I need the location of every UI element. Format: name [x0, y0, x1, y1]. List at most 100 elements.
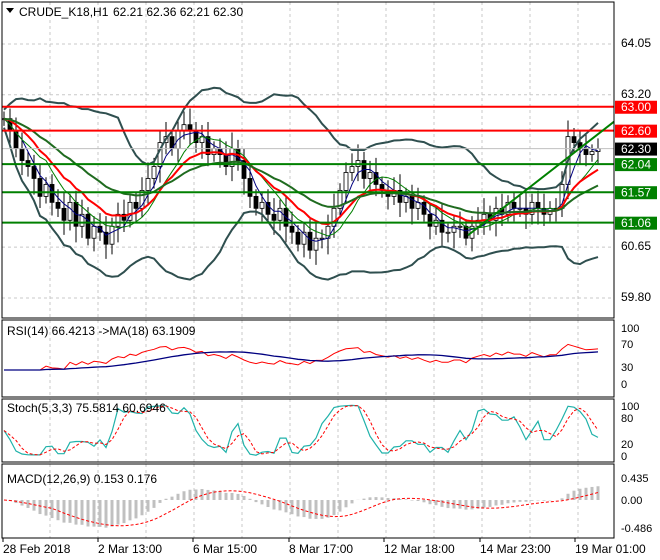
candle-body	[535, 201, 541, 209]
candle-body	[397, 190, 403, 203]
time-label: 19 Mar 01:00	[575, 542, 646, 556]
panel-frame	[1, 463, 615, 539]
price-tick: 59.80	[621, 290, 651, 304]
rsi-panel[interactable]	[4, 343, 599, 371]
candle-body	[259, 201, 265, 209]
dropdown-triangle-icon[interactable]	[6, 8, 14, 13]
candle-body	[589, 151, 595, 155]
indicator-tick: 30	[621, 362, 633, 374]
candle-body	[121, 213, 127, 221]
candle-body	[289, 225, 295, 233]
stochastic-panel[interactable]	[3, 404, 599, 456]
candle-body	[277, 207, 283, 221]
candle-body	[151, 166, 157, 179]
price-tag-text: 62.04	[621, 158, 651, 172]
bollinger-upper	[3, 86, 599, 191]
candle-body	[79, 213, 85, 227]
candle-body	[67, 201, 73, 221]
price-tick: 60.65	[621, 239, 651, 253]
candle-body	[97, 225, 103, 233]
candle-body	[463, 225, 469, 239]
ohlc-values: 62.21 62.36 62.21 62.30	[113, 5, 243, 19]
candle-body	[343, 172, 349, 191]
rsi-ma-line	[4, 351, 599, 371]
ma-red	[3, 117, 599, 226]
ma-fast	[3, 118, 599, 242]
stoch-title: Stoch(5,3,3) 75.5814 60.6946	[7, 401, 166, 415]
panel-frames	[1, 1, 615, 539]
indicator-tick: 70	[621, 339, 633, 351]
indicator-tick: -0.486	[621, 523, 652, 535]
candle-body	[313, 237, 319, 251]
indicator-tick: 100	[621, 401, 639, 413]
candle-body	[367, 172, 373, 179]
candle-body	[427, 213, 433, 227]
candle-body	[241, 160, 247, 179]
price-tag-text: 61.57	[621, 186, 651, 200]
candle-body	[145, 178, 151, 191]
candle-body	[271, 213, 277, 221]
ma-slow	[3, 117, 599, 215]
macd-title: MACD(12,26,9) 0.153 0.176	[7, 472, 157, 486]
header: CRUDE_K18,H1 62.21 62.36 62.21 62.30	[6, 5, 243, 19]
candle-body	[91, 225, 97, 239]
price-tag-support	[615, 216, 657, 230]
price-tag-resistance	[615, 124, 657, 138]
time-label: 12 Mar 18:00	[384, 542, 455, 556]
trendline	[467, 120, 615, 237]
candle-body	[103, 231, 109, 245]
panel-frame	[1, 1, 615, 319]
candle-body	[265, 201, 271, 215]
time-label: 28 Feb 2018	[3, 542, 71, 556]
candle-body	[37, 178, 43, 197]
macd-signal-line	[3, 490, 599, 527]
candle-body	[451, 225, 457, 233]
time-label: 8 Mar 17:00	[289, 542, 353, 556]
candle-body	[43, 184, 49, 197]
indicator-tick: 20	[621, 439, 633, 451]
candle-body	[205, 136, 211, 155]
price-tag-text: 61.06	[621, 216, 651, 230]
symbol-label: CRUDE_K18,H1	[19, 5, 109, 19]
candle-body	[85, 213, 91, 239]
stoch-signal-line	[3, 405, 599, 456]
bollinger-lower	[3, 127, 599, 281]
price-tag-text: 63.00	[621, 100, 651, 114]
candle-body	[253, 195, 259, 209]
panel-frame	[1, 398, 615, 463]
time-label: 2 Mar 13:00	[98, 542, 162, 556]
price-panel[interactable]	[1, 86, 615, 281]
candle-body	[349, 166, 355, 173]
macd-panel[interactable]	[3, 486, 600, 528]
candle-body	[457, 225, 463, 228]
candle-body	[61, 207, 67, 221]
rsi-line	[4, 343, 599, 371]
candle-body	[109, 225, 115, 245]
indicator-tick: 0.435	[621, 473, 649, 485]
indicator-tick: 80	[621, 413, 633, 425]
price-tag-support	[615, 186, 657, 200]
candle-body	[307, 231, 313, 251]
time-label: 14 Mar 23:00	[480, 542, 551, 556]
candle-body	[19, 148, 25, 161]
candle-body	[571, 136, 577, 144]
price-tag-support	[615, 158, 657, 172]
price-tag-resistance	[615, 100, 657, 114]
panel-frame	[1, 319, 615, 398]
axis-labels: 63.00 62.60 62.30 62.04 61.57 61.06 64.05 63.20…	[2, 36, 657, 556]
price-tag-current	[615, 142, 657, 156]
candle-body	[331, 207, 337, 227]
indicator-tick: 100	[621, 323, 639, 335]
candle-body	[445, 231, 451, 234]
indicator-tick: 0.00	[621, 495, 642, 507]
price-tag-text: 62.30	[621, 142, 651, 156]
candle-body	[55, 201, 61, 209]
time-label: 6 Mar 15:00	[193, 542, 257, 556]
candle-body	[31, 166, 37, 179]
indicator-tick: 0	[621, 379, 627, 391]
price-tick: 64.05	[621, 36, 651, 50]
candle-body	[511, 201, 517, 209]
candle-body	[49, 184, 55, 203]
candle-body	[301, 231, 307, 245]
